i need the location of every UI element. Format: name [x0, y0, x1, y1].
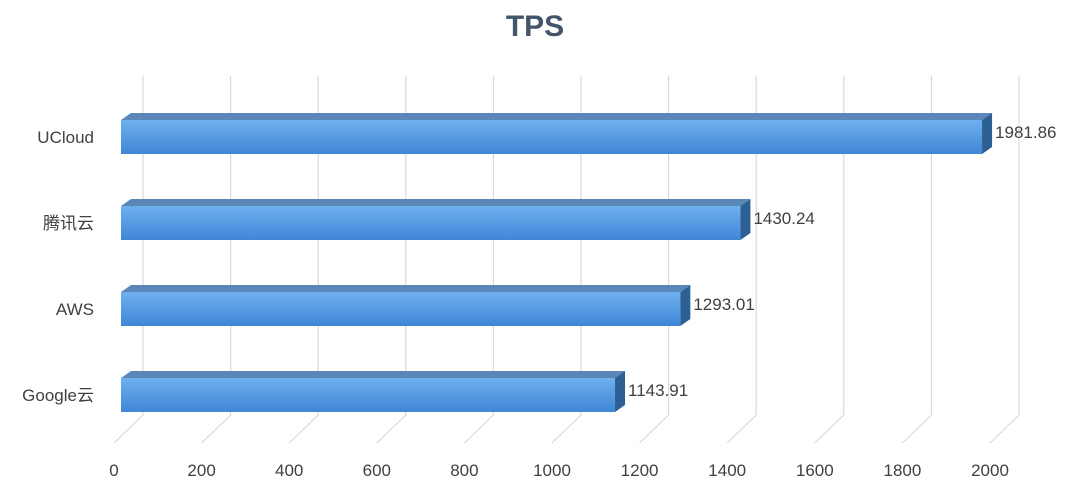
data-label: 1143.91 — [628, 381, 688, 400]
bar-side-face — [680, 285, 691, 326]
x-tick-label: 600 — [363, 461, 391, 480]
x-tick-label: 1000 — [533, 461, 571, 480]
x-tick-label: 1600 — [796, 461, 834, 480]
category-label: UCloud — [37, 128, 94, 147]
category-label: Google云 — [22, 386, 94, 405]
data-labels: 1981.86 1430.24 1293.01 1143.91 — [628, 123, 1056, 400]
x-tick-label: 0 — [109, 461, 118, 480]
category-label: 腾讯云 — [43, 214, 94, 233]
x-tick-label: 800 — [450, 461, 478, 480]
gridlines — [113, 76, 1020, 444]
bar-top-face — [121, 113, 993, 120]
data-label: 1293.01 — [693, 295, 754, 314]
category-label: AWS — [56, 300, 94, 319]
data-label: 1981.86 — [995, 123, 1056, 142]
gridline — [463, 76, 494, 444]
x-tick-label: 200 — [187, 461, 215, 480]
bar-side-face — [982, 113, 993, 154]
bar — [121, 199, 751, 240]
bar-front-face — [121, 120, 983, 154]
category-labels: UCloud 腾讯云 AWS Google云 — [22, 128, 94, 405]
chart-title: TPS — [506, 10, 564, 43]
bar-front-face — [121, 378, 616, 412]
x-tick-label: 1200 — [621, 461, 659, 480]
x-axis-tick-labels: 0 200 400 600 800 1000 1200 1400 1600 1800 2000 — [109, 461, 1009, 480]
bar-top-face — [121, 199, 751, 206]
bar — [121, 285, 691, 326]
bar-top-face — [121, 371, 626, 378]
bar-side-face — [740, 199, 751, 240]
gridline — [989, 76, 1020, 444]
gridline — [639, 76, 670, 444]
x-tick-label: 400 — [275, 461, 303, 480]
bar-top-face — [121, 285, 691, 292]
x-tick-label: 1400 — [708, 461, 746, 480]
gridline — [113, 76, 144, 444]
x-tick-label: 1800 — [883, 461, 921, 480]
bar — [121, 371, 626, 412]
bar-front-face — [121, 292, 681, 326]
gridline — [201, 76, 232, 444]
gridline — [901, 76, 932, 444]
gridline — [376, 76, 407, 444]
gridline — [288, 76, 319, 444]
x-tick-label: 2000 — [971, 461, 1009, 480]
gridline — [551, 76, 582, 444]
bar-side-face — [615, 371, 626, 412]
bar — [121, 113, 993, 154]
bar-front-face — [121, 206, 741, 240]
data-label: 1430.24 — [753, 209, 814, 228]
gridline — [814, 76, 845, 444]
bars — [121, 113, 993, 412]
gridline — [726, 76, 757, 444]
